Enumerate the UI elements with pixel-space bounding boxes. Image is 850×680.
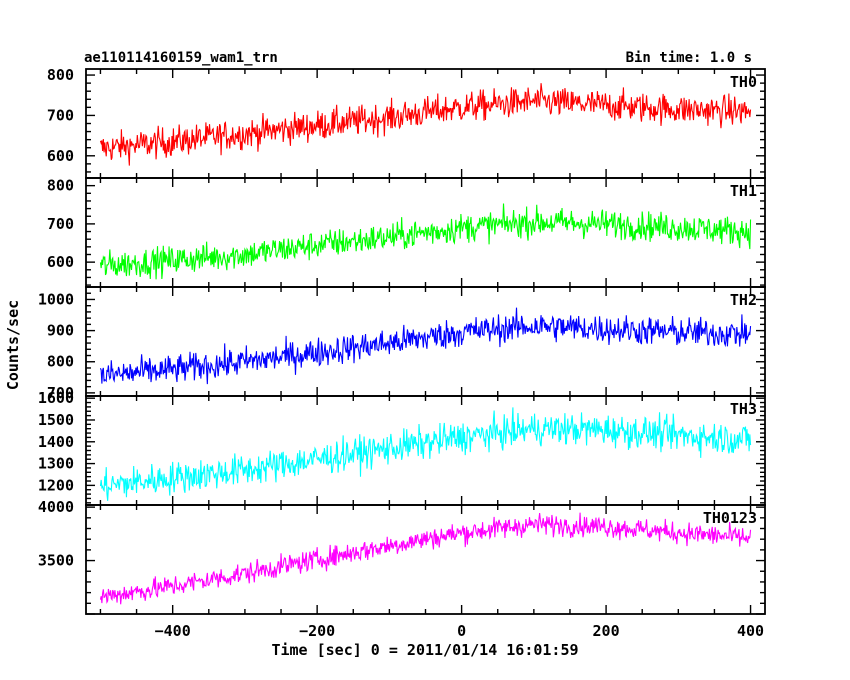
y-tick-label: 3500 [38,552,74,570]
y-tick-label: 1200 [38,476,74,494]
x-tick-label: 200 [593,622,620,640]
y-tick-label: 700 [47,215,74,233]
series-line-th1 [99,203,752,280]
y-tick-label: 4000 [38,498,74,516]
x-axis-label: Time [sec] 0 = 2011/01/14 16:01:59 [271,641,578,659]
y-tick-label: 800 [47,177,74,195]
y-tick-label: 600 [47,147,74,165]
y-axis-label: Counts/sec [4,300,22,390]
x-tick-label: 0 [457,622,466,640]
y-tick-label: 800 [47,353,74,371]
panel-label: TH0 [730,73,757,91]
x-tick-label: 400 [737,622,764,640]
chart-title-left: ae110114160159_wam1_trn [84,50,278,66]
y-tick-label: 1600 [38,389,74,407]
panel-frame [85,395,766,506]
y-tick-label: 700 [47,106,74,124]
y-tick-label: 1400 [38,433,74,451]
y-tick-label: 700 [47,384,74,402]
panels-group: 600 700 800 TH0 600 700 800 TH1 700 800 900 1000 TH2… [38,66,766,640]
y-tick-label: 600 [47,253,74,271]
y-tick-label: 900 [47,322,74,340]
series-line-th3 [99,407,752,501]
y-tick-label: 800 [47,66,74,84]
panel-th0123: 3500 4000 TH0123 −400 −200 0 200 400 [38,498,766,640]
series-line-th2 [99,307,752,385]
panel-th2: 700 800 900 1000 TH2 [38,286,766,402]
panel-th1: 600 700 800 TH1 [47,177,766,288]
series-line-th0 [99,83,752,166]
y-tick-label: 1300 [38,455,74,473]
x-tick-label: −200 [299,622,335,640]
series-line-th0123 [99,512,752,605]
panel-label: TH3 [730,400,757,418]
y-tick-label: 1000 [38,290,74,308]
x-tick-label: −400 [155,622,191,640]
panel-label: TH0123 [703,509,757,527]
panel-frame [85,504,766,615]
panel-th3: 1200 1300 1400 1500 1600 TH3 [38,389,766,506]
panel-frame [85,68,766,179]
panel-th0: 600 700 800 TH0 [47,66,766,179]
panel-label: TH2 [730,291,757,309]
chart-title-right: Bin time: 1.0 s [626,50,752,66]
panel-label: TH1 [730,182,757,200]
y-tick-label: 1500 [38,411,74,429]
